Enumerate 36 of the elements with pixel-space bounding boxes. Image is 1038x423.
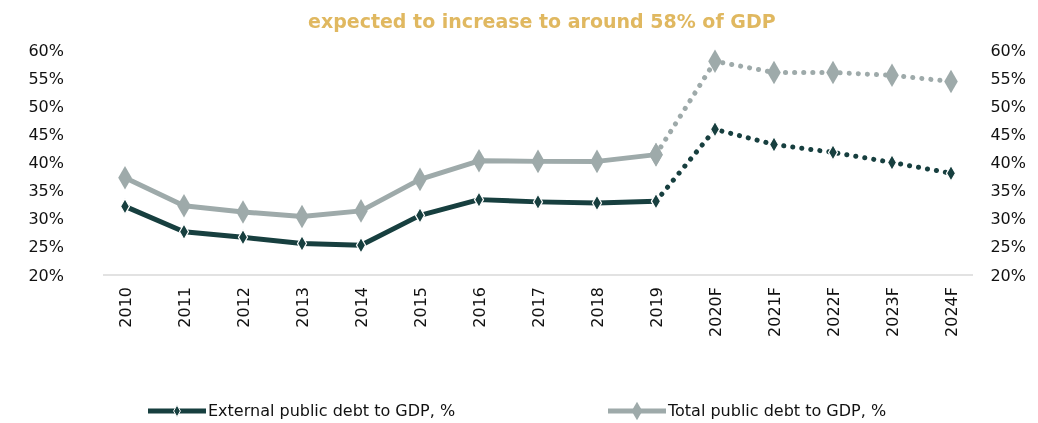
x-tick-label: 2013 <box>293 287 312 328</box>
legend-label: External public debt to GDP, % <box>208 401 456 420</box>
y-tick-label: 55% <box>28 68 64 88</box>
y2-tick-label: 20% <box>990 265 1026 285</box>
y2-tick-label: 60% <box>990 40 1026 60</box>
x-tick-label: 2021F <box>765 287 784 337</box>
legend-label: Total public debt to GDP, % <box>667 401 887 420</box>
y-tick-label: 20% <box>28 265 64 285</box>
x-tick-label: 2018 <box>588 287 607 328</box>
y-tick-label: 35% <box>28 181 64 201</box>
y2-tick-label: 30% <box>990 209 1026 229</box>
y2-tick-label: 55% <box>990 68 1026 88</box>
x-tick-label: 2014 <box>352 287 371 328</box>
x-tick-label: 2010 <box>116 287 135 328</box>
y-tick-label: 60% <box>28 40 64 60</box>
y2-tick-label: 40% <box>990 153 1026 173</box>
x-tick-label: 2023F <box>883 287 902 337</box>
x-tick-label: 2019 <box>647 287 666 328</box>
x-tick-label: 2016 <box>470 287 489 328</box>
y-tick-label: 45% <box>28 124 64 144</box>
chart-title: expected to increase to around 58% of GDP <box>308 10 776 32</box>
y2-tick-label: 25% <box>990 237 1026 257</box>
y2-tick-label: 45% <box>990 124 1026 144</box>
x-tick-label: 2020F <box>706 287 725 337</box>
x-tick-label: 2015 <box>411 287 430 328</box>
y-tick-label: 40% <box>28 153 64 173</box>
x-tick-label: 2012 <box>234 287 253 328</box>
x-tick-label: 2022F <box>824 287 843 337</box>
y-tick-label: 50% <box>28 96 64 116</box>
x-tick-label: 2011 <box>175 287 194 328</box>
x-tick-label: 2017 <box>529 287 548 328</box>
y2-tick-label: 35% <box>990 181 1026 201</box>
y2-tick-label: 50% <box>990 96 1026 116</box>
y-tick-label: 25% <box>28 237 64 257</box>
y-tick-label: 30% <box>28 209 64 229</box>
x-tick-label: 2024F <box>942 287 961 337</box>
